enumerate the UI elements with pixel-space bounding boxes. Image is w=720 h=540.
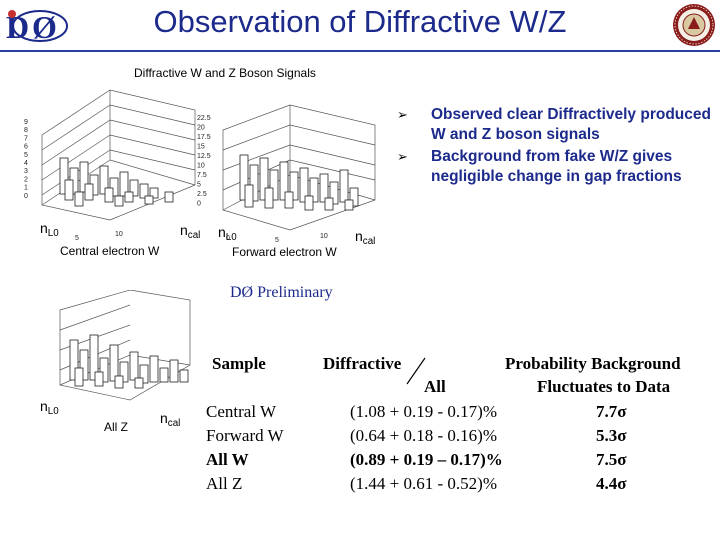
z-tick-label: 8 (24, 127, 28, 134)
z-tick-label: 9 (24, 119, 28, 126)
bullet-list: ➢ Observed clear Diffractively produced … (395, 105, 715, 187)
x-tick-label: 0 (226, 235, 230, 242)
row-sample: All Z (206, 474, 243, 493)
row-probability: 7.5σ (596, 450, 627, 469)
plot-caption-central-w: Central electron W (60, 244, 160, 258)
axis-label-ncal-z: ncal (160, 410, 181, 429)
header-fluctuates: Fluctuates to Data (537, 377, 671, 396)
university-seal-icon (673, 4, 715, 46)
plot-caption-all-z: All Z (104, 420, 128, 434)
z-tick-label: 3 (24, 168, 28, 175)
plot-caption-forward-w: Forward electron W (232, 245, 337, 259)
z-tick-label: 5 (197, 182, 201, 189)
z-tick-label: 0 (24, 193, 28, 200)
bullet-item: ➢ Background from fake W/Z gives negligi… (397, 148, 682, 185)
z-tick-label: 7 (24, 135, 28, 142)
divider-slash (406, 357, 426, 385)
bullet-item: ➢ Observed clear Diffractively produced … (397, 106, 711, 143)
lego-plot-all-z (59, 290, 191, 401)
row-probability: 7.7σ (596, 402, 627, 421)
z-tick-label: 2 (24, 176, 28, 183)
z-tick-label: 15 (197, 144, 205, 151)
z-tick-label: 7.5 (197, 172, 207, 179)
x-tick-label: 10 (115, 231, 123, 238)
x-tick-label: 5 (275, 237, 279, 244)
z-tick-label: 5 (24, 152, 28, 159)
preliminary-label: DØ Preliminary (230, 284, 333, 301)
header-probability: Probability Background (505, 354, 681, 373)
page-title: Observation of Diffractive W/Z (153, 4, 567, 39)
header-all: All (424, 377, 446, 396)
row-sample: Forward W (206, 426, 284, 445)
z-tick-label: 20 (197, 125, 205, 132)
row-probability: 5.3σ (596, 426, 627, 445)
z-tick-label: 1 (24, 185, 28, 192)
x-tick-label: 10 (320, 233, 328, 240)
row-ratio: (1.08 + 0.19 - 0.17)% (350, 402, 497, 421)
title-rule (0, 50, 720, 52)
header-diffractive: Diffractive (323, 354, 402, 373)
lego-plot-forward-w: 0 5 10 22.5 20 17.5 15 12.5 10 7.5 5 2.5 0 (197, 104, 376, 244)
row-ratio: (1.44 + 0.61 - 0.52)% (350, 474, 497, 493)
arrow-bullet-icon: ➢ (397, 149, 408, 164)
axis-label-nl0-central: nL0 (40, 220, 59, 239)
row-ratio: (0.64 + 0.18 - 0.16)% (350, 426, 497, 445)
row-ratio: (0.89 + 0.19 – 0.17)% (350, 450, 503, 469)
z-tick-label: 10 (197, 163, 205, 170)
z-tick-label: 2.5 (197, 191, 207, 198)
z-tick-label: 22.5 (197, 115, 211, 122)
header-sample: Sample (212, 354, 266, 373)
axis-label-ncal-forward: ncal (355, 228, 376, 247)
axis-label-ncal-central: ncal (180, 222, 201, 241)
row-probability: 4.4σ (596, 474, 627, 493)
arrow-bullet-icon: ➢ (397, 107, 408, 122)
x-tick-label: 5 (75, 235, 79, 242)
z-tick-label: 12.5 (197, 153, 211, 160)
axis-label-nl0-z: nL0 (40, 398, 59, 417)
z-tick-label: 17.5 (197, 134, 211, 141)
d0-logo: D Ø (4, 6, 68, 46)
figure-subtitle: Diffractive W and Z Boson Signals (134, 66, 316, 80)
row-sample: Central W (206, 402, 277, 421)
z-tick-label: 4 (24, 160, 28, 167)
row-sample: All W (206, 450, 249, 469)
svg-text:D: D (6, 9, 29, 45)
z-tick-label: 6 (24, 144, 28, 151)
axis-label-nl0-forward: nL0 (218, 224, 237, 243)
svg-text:Ø: Ø (32, 9, 57, 45)
z-tick-label: 0 (197, 201, 201, 208)
